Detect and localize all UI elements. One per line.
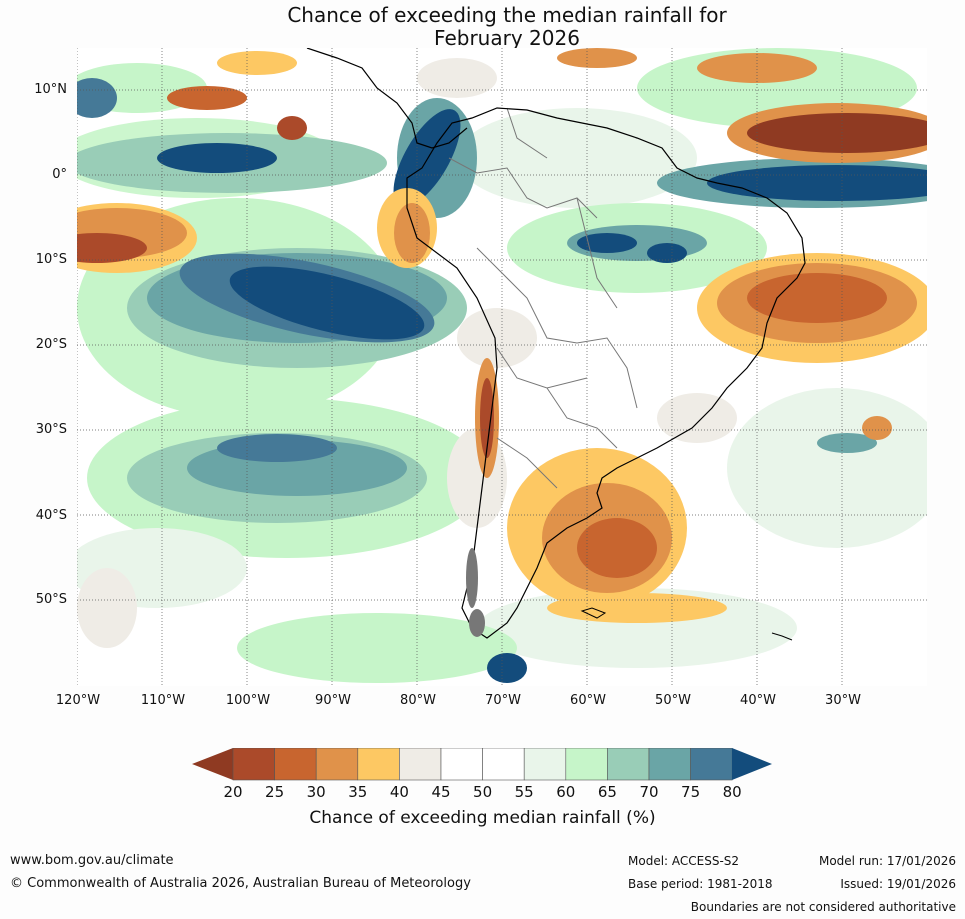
colorbar-cell (690, 748, 733, 781)
colorbar-tick-label: 30 (306, 783, 326, 801)
colorbar-cell (399, 748, 442, 781)
lon-label-100w: 100°W (225, 693, 271, 708)
colorbar-cell (440, 748, 483, 781)
dry-regions (77, 48, 927, 623)
issued-date: Issued: 19/01/2026 (840, 877, 956, 891)
disclaimer: Boundaries are not considered authoritat… (690, 900, 956, 914)
colorbar-cell (315, 748, 359, 781)
country-borders (448, 107, 638, 489)
lon-label-70w: 70°W (485, 693, 521, 708)
colorbar-tick-label: 80 (722, 783, 742, 801)
base-period: Base period: 1981-2018 (628, 877, 773, 891)
colorbar-tick-label: 20 (223, 783, 243, 801)
chile-fjords (466, 548, 485, 637)
model-name: Model: ACCESS-S2 (628, 854, 740, 868)
south-america-coastline (406, 107, 806, 639)
colorbar-tick-label: 40 (389, 783, 409, 801)
lat-label-30s: 30°S (35, 422, 67, 437)
colorbar-tick-label: 35 (348, 783, 368, 801)
title-line-1: Chance of exceeding the median rainfall … (287, 3, 727, 27)
colorbar-cell (357, 748, 400, 781)
map-canvas (77, 48, 927, 686)
south-georgia (771, 632, 793, 641)
lon-label-120w: 120°W (55, 693, 101, 708)
colorbar-tick-label: 55 (514, 783, 534, 801)
colorbar-tick-label: 45 (431, 783, 451, 801)
colorbar-tick-label: 70 (639, 783, 659, 801)
colorbar-cell (565, 748, 608, 781)
lon-label-50w: 50°W (655, 693, 691, 708)
colorbar-cell (274, 748, 317, 781)
rainfall-map (77, 48, 927, 686)
lat-label-40s: 40°S (35, 508, 67, 523)
falkland-islands (580, 607, 607, 619)
model-run: Model run: 17/01/2026 (818, 854, 956, 868)
lon-label-90w: 90°W (315, 693, 351, 708)
lon-label-30w: 30°W (825, 693, 861, 708)
colorbar-cell (482, 748, 525, 781)
colorbar-tick-label: 65 (597, 783, 617, 801)
lat-label-50s: 50°S (35, 592, 67, 607)
lat-label-10n: 10°N (34, 82, 67, 97)
central-america-coastline (306, 48, 468, 149)
colorbar-high-arrow (732, 748, 772, 780)
colorbar-cell (523, 748, 567, 781)
colorbar-cell (607, 748, 650, 781)
colorbar-tick-label: 50 (473, 783, 493, 801)
colorbar-tick-label: 75 (681, 783, 701, 801)
chart-title: Chance of exceeding the median rainfall … (0, 4, 965, 50)
lat-label-20s: 20°S (35, 337, 67, 352)
title-line-2: February 2026 (434, 26, 580, 50)
colorbar (192, 748, 772, 781)
colorbar-tick-label: 60 (556, 783, 576, 801)
lon-label-110w: 110°W (140, 693, 186, 708)
colorbar-tick-label: 25 (265, 783, 285, 801)
lat-label-10s: 10°S (35, 252, 67, 267)
colorbar-cells (232, 748, 733, 781)
colorbar-cell (232, 748, 275, 781)
grey-regions (77, 58, 737, 648)
lon-label-80w: 80°W (400, 693, 436, 708)
website-link[interactable]: www.bom.gov.au/climate (10, 853, 174, 868)
colorbar-label: Chance of exceeding median rainfall (%) (309, 808, 656, 828)
lon-label-60w: 60°W (570, 693, 606, 708)
lat-label-0: 0° (52, 167, 67, 182)
gridlines (77, 48, 927, 686)
copyright: © Commonwealth of Australia 2026, Austra… (10, 876, 471, 891)
lon-label-40w: 40°W (740, 693, 776, 708)
colorbar-low-arrow (192, 748, 233, 780)
colorbar-cell (648, 748, 691, 781)
